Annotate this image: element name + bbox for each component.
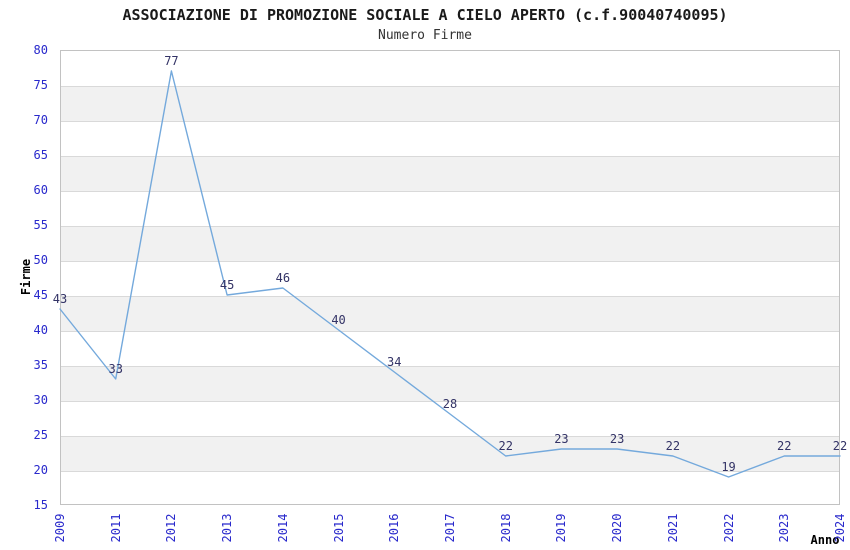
y-tick-label: 40 — [33, 323, 48, 337]
gridline — [61, 225, 839, 227]
data-label: 45 — [219, 278, 235, 292]
x-tick-label: 2016 — [387, 513, 402, 543]
y-tick-label: 65 — [33, 148, 48, 162]
x-tick-label: 2009 — [53, 513, 67, 543]
x-tick-label: 2017 — [443, 513, 457, 543]
y-tick-label: 70 — [33, 113, 48, 127]
y-tick-label: 55 — [33, 218, 48, 232]
x-tick-label: 2012 — [164, 513, 179, 543]
y-tick-label: 75 — [33, 78, 48, 92]
x-tick-label: 2011 — [108, 513, 123, 543]
x-tick-label: 2019 — [554, 513, 569, 543]
data-label: 22 — [832, 439, 848, 453]
gridline — [61, 295, 839, 297]
gridline — [61, 155, 839, 157]
plot-area — [60, 50, 840, 505]
gridline — [61, 435, 839, 437]
data-label: 22 — [777, 439, 792, 453]
y-tick-label: 80 — [33, 43, 48, 57]
gridline — [61, 365, 839, 367]
line-series — [59, 70, 841, 478]
x-tick-label: 2022 — [721, 513, 736, 543]
x-tick-label: 2020 — [610, 513, 625, 543]
y-tick-label: 60 — [33, 183, 48, 197]
x-tick-label: 2023 — [777, 513, 792, 543]
gridline — [61, 470, 839, 472]
data-label: 77 — [164, 54, 179, 68]
gridline — [61, 85, 839, 87]
gridline — [61, 400, 839, 402]
data-label: 22 — [665, 439, 681, 453]
data-label: 23 — [609, 432, 625, 446]
data-label: 34 — [387, 355, 402, 369]
data-label: 19 — [721, 460, 736, 474]
x-tick-label: 2014 — [275, 513, 290, 543]
y-tick-label: 25 — [33, 428, 48, 442]
x-tick-label: 2024 — [833, 513, 847, 543]
y-tick-label: 50 — [33, 253, 48, 267]
x-axis-title: Anno — [810, 533, 840, 547]
y-tick-label: 35 — [33, 358, 48, 372]
x-tick-label: 2013 — [220, 513, 235, 543]
x-tick-label: 2018 — [498, 513, 513, 543]
gridline — [61, 330, 839, 332]
gridline — [61, 190, 839, 192]
data-label: 23 — [554, 432, 569, 446]
y-tick-label: 45 — [33, 288, 48, 302]
data-label: 46 — [275, 271, 291, 285]
x-tick-label: 2015 — [331, 513, 346, 543]
x-tick-label: 2021 — [665, 513, 680, 543]
y-tick-label: 30 — [33, 393, 48, 407]
chart-title: ASSOCIAZIONE DI PROMOZIONE SOCIALE A CIE… — [122, 6, 728, 24]
line-path — [59, 70, 841, 478]
data-label: 28 — [442, 397, 458, 411]
data-label: 40 — [331, 313, 346, 327]
chart-subtitle: Numero Firme — [378, 28, 472, 43]
y-tick-label: 15 — [33, 498, 48, 512]
gridline — [61, 120, 839, 122]
y-tick-label: 20 — [33, 463, 48, 477]
data-label: 43 — [52, 292, 68, 306]
data-label: 33 — [108, 362, 123, 376]
data-label: 22 — [498, 439, 513, 453]
gridline — [61, 260, 839, 262]
